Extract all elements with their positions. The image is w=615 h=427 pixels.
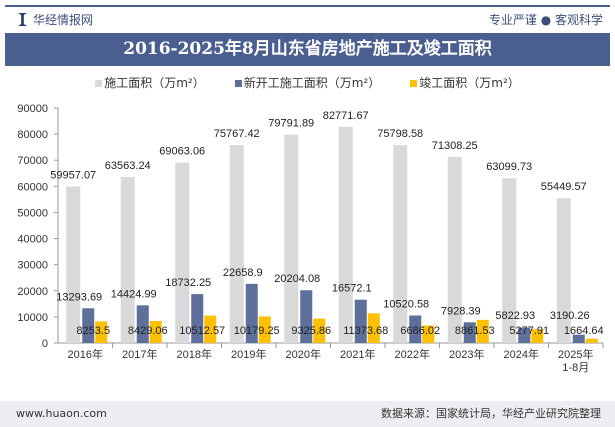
bar-2	[313, 318, 326, 343]
bar-2	[585, 338, 598, 343]
bar-0	[338, 126, 353, 344]
x-tick-label: 2020年	[286, 347, 321, 361]
bar-0	[447, 156, 462, 343]
data-label: 1664.64	[564, 325, 604, 337]
data-label: 59957.07	[50, 169, 96, 181]
bar-0	[393, 145, 408, 343]
x-tick-label: 2024年	[504, 347, 539, 361]
x-tick-label: 2025年	[558, 347, 593, 361]
legend-item-construction: 施工面积（万m²）	[95, 74, 205, 91]
bar-0	[229, 145, 244, 343]
data-label: 8861.53	[455, 325, 495, 337]
bar-1	[572, 334, 585, 343]
x-tick-label: 2023年	[449, 347, 484, 361]
y-tick-label: 80000	[17, 129, 48, 141]
y-tick-label: 70000	[17, 155, 48, 167]
y-tick-label: 10000	[17, 312, 48, 324]
y-tick-label: 60000	[17, 181, 48, 193]
logo-icon	[18, 13, 27, 26]
data-label: 71308.25	[432, 140, 478, 152]
data-label: 5277.91	[509, 325, 549, 337]
data-label: 79791.89	[268, 118, 314, 130]
data-label: 10520.58	[383, 299, 429, 311]
data-label: 6686.02	[400, 325, 440, 337]
brand: 华经情报网	[18, 11, 93, 28]
chart-title: 2016-2025年8月山东省房地产施工及竣工面积	[5, 33, 610, 66]
y-tick-label: 50000	[17, 207, 48, 219]
data-label: 14424.99	[111, 288, 157, 300]
bar-0	[284, 134, 299, 343]
bar-0	[120, 177, 135, 343]
x-tick-label: 2021年	[340, 347, 375, 361]
data-label: 8253.5	[76, 325, 110, 337]
bar-1	[409, 315, 422, 343]
x-tick-label: 2022年	[395, 347, 430, 361]
data-label: 16572.1	[332, 283, 372, 295]
bar-2	[476, 319, 489, 343]
bar-2	[367, 313, 380, 343]
bar-0	[502, 178, 517, 343]
bar-0	[556, 198, 571, 343]
bar-0	[66, 186, 81, 343]
legend-item-completed: 竣工面积（万m²）	[410, 74, 520, 91]
data-label: 75798.58	[377, 128, 423, 140]
bar-1	[82, 308, 95, 343]
bar-0	[175, 162, 190, 343]
top-line	[5, 5, 610, 7]
y-tick-label: 90000	[17, 103, 48, 115]
bar-1	[136, 305, 149, 343]
footer: www.huaon.com 数据来源：国家统计局，华经产业研究院整理	[0, 401, 615, 427]
data-label: 11373.68	[343, 325, 388, 337]
legend: 施工面积（万m²） 新开工施工面积（万m²） 竣工面积（万m²）	[0, 74, 615, 91]
bar-1	[354, 299, 367, 343]
website: www.huaon.com	[16, 407, 107, 420]
data-label: 10512.57	[179, 325, 225, 337]
data-label: 5822.93	[495, 310, 535, 322]
source-note: 数据来源：国家统计局，华经产业研究院整理	[381, 407, 601, 420]
y-tick-label: 40000	[17, 234, 48, 246]
bar-1	[300, 290, 313, 343]
bar-1	[518, 327, 531, 343]
data-label: 63563.24	[105, 160, 151, 172]
legend-item-new: 新开工施工面积（万m²）	[234, 74, 380, 91]
motto: 专业严谨 ● 客观科学	[488, 13, 603, 27]
data-label: 9325.86	[291, 325, 331, 337]
data-label: 8429.06	[128, 325, 168, 337]
data-label: 10179.25	[234, 325, 280, 337]
y-tick-label: 0	[42, 338, 48, 350]
x-tick-label: 2019年	[231, 347, 266, 361]
y-tick-label: 20000	[17, 286, 48, 298]
data-label: 63099.73	[486, 161, 532, 173]
bar-2	[422, 325, 435, 343]
bar-2	[149, 320, 162, 343]
bar-1	[245, 283, 258, 343]
x-tick-label: 2018年	[177, 347, 212, 361]
data-label: 3190.26	[550, 310, 590, 322]
x-tick-label: 2017年	[122, 347, 157, 361]
x-tick-label: 1-8月	[562, 362, 589, 374]
y-tick-label: 30000	[17, 260, 48, 272]
data-label: 20204.08	[274, 273, 320, 285]
data-label: 69063.06	[159, 146, 205, 158]
data-label: 82771.67	[323, 110, 369, 122]
bar-2	[204, 315, 217, 343]
bar-2	[258, 316, 271, 343]
bar-2	[95, 321, 108, 343]
bar-1	[463, 322, 476, 343]
bar-2	[531, 329, 544, 343]
x-tick-label: 2016年	[68, 347, 103, 361]
data-label: 13293.69	[56, 291, 102, 303]
data-label: 7928.39	[441, 305, 481, 317]
data-label: 22658.9	[223, 267, 263, 279]
data-label: 18732.25	[165, 277, 211, 289]
data-label: 75767.42	[214, 128, 260, 140]
bar-1	[191, 294, 204, 343]
brand-name: 华经情报网	[33, 13, 94, 27]
data-label: 55449.57	[541, 181, 587, 193]
